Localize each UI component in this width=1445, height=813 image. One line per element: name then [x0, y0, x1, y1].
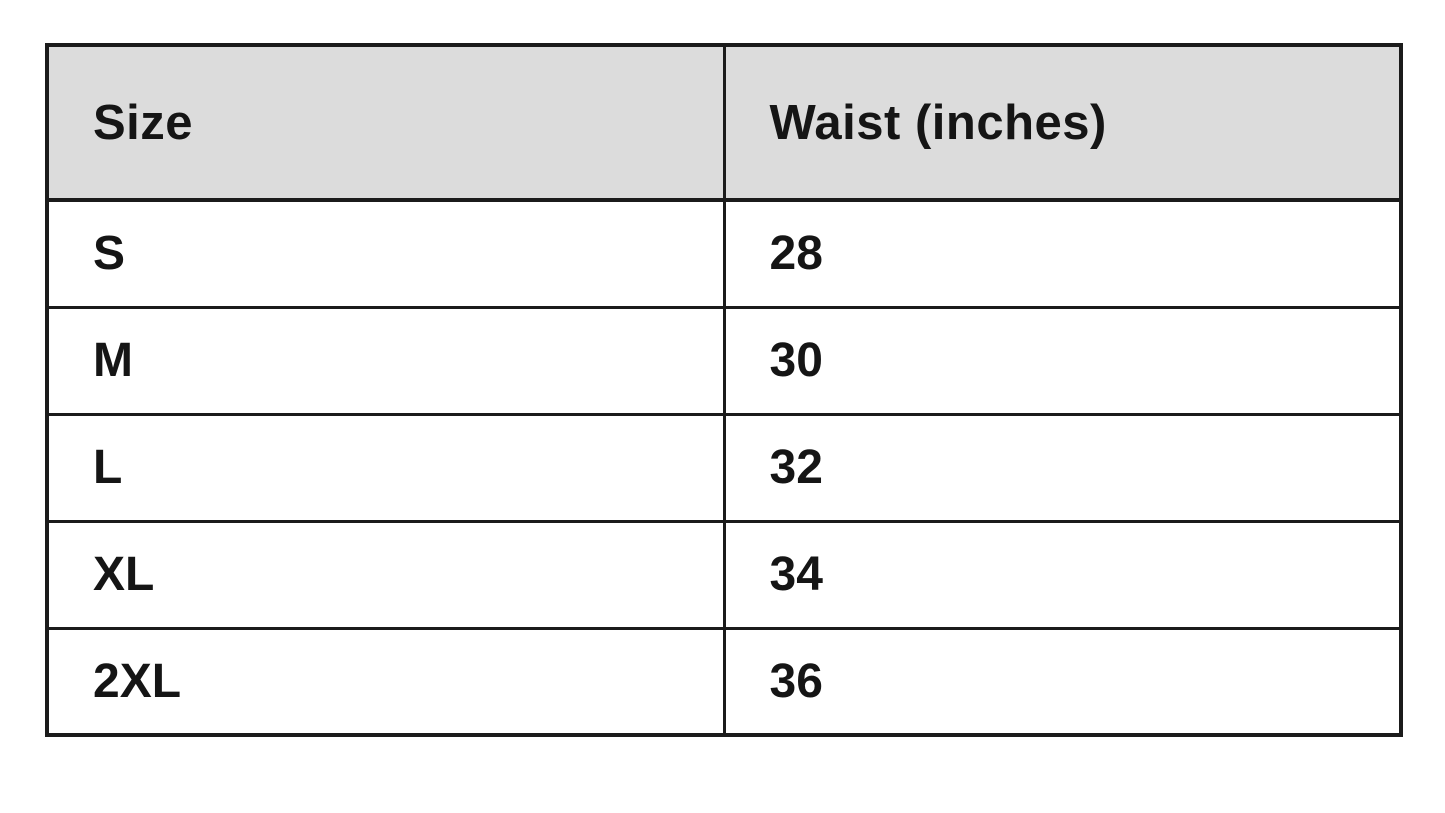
column-header-waist: Waist (inches)	[722, 43, 1403, 202]
size-cell: M	[45, 305, 726, 416]
waist-cell: 30	[722, 305, 1403, 416]
size-chart-table: Size Waist (inches) S 28 M 30 L 32	[45, 43, 1403, 737]
size-cell: S	[45, 198, 726, 309]
size-cell: 2XL	[45, 626, 726, 737]
table-row: M 30	[45, 305, 1403, 416]
table-row: S 28	[45, 198, 1403, 309]
header-row: Size Waist (inches)	[45, 43, 1403, 202]
table-row: L 32	[45, 412, 1403, 523]
table-row: 2XL 36	[45, 626, 1403, 737]
size-cell: XL	[45, 519, 726, 630]
size-cell: L	[45, 412, 726, 523]
waist-cell: 34	[722, 519, 1403, 630]
column-header-size: Size	[45, 43, 726, 202]
waist-cell: 28	[722, 198, 1403, 309]
waist-cell: 32	[722, 412, 1403, 523]
waist-cell: 36	[722, 626, 1403, 737]
size-chart-container: Size Waist (inches) S 28 M 30 L 32	[45, 43, 1403, 737]
table-row: XL 34	[45, 519, 1403, 630]
